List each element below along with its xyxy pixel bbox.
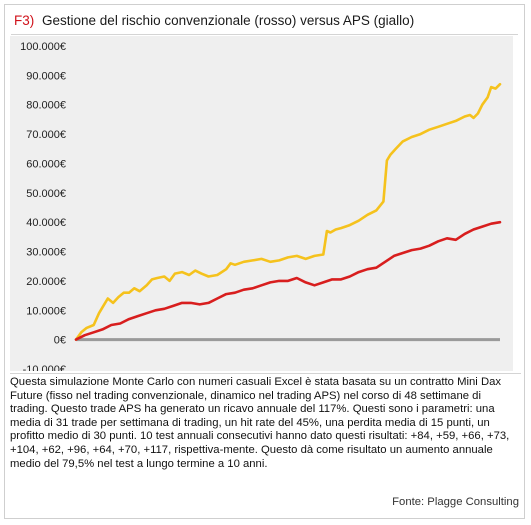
figure-source: Fonte: Plagge Consulting <box>392 496 519 508</box>
y-tick-label: 10.000€ <box>26 305 66 317</box>
y-tick-label: 80.000€ <box>26 100 66 112</box>
figure-title-text: Gestione del rischio convenzionale (ross… <box>42 13 415 28</box>
title-divider <box>11 34 518 35</box>
y-tick-label: 90.000€ <box>26 70 66 82</box>
y-tick-label: 50.000€ <box>26 188 66 200</box>
y-tick-label: 100.000€ <box>20 41 66 53</box>
figure-title: F3) Gestione del rischio convenzionale (… <box>14 13 414 28</box>
y-tick-label: 0€ <box>54 335 66 347</box>
line-chart: -10.000€ 0€ 10.000€ 20.000€ 30.000€ 40.000€ 50… <box>20 41 502 371</box>
y-tick-label: 60.000€ <box>26 158 66 170</box>
series-line-0 <box>74 82 502 341</box>
figure-caption: Questa simulazione Monte Carlo con numer… <box>10 376 510 470</box>
series-line-1 <box>74 220 502 341</box>
y-tick-label: 30.000€ <box>26 247 66 259</box>
y-tick-label: 40.000€ <box>26 217 66 229</box>
chart-background <box>10 36 513 371</box>
y-tick-label: 20.000€ <box>26 276 66 288</box>
y-tick-label: 70.000€ <box>26 129 66 141</box>
chart-divider <box>10 373 521 374</box>
y-tick-label: -10.000€ <box>23 364 66 371</box>
figure-tag: F3) <box>14 13 35 28</box>
